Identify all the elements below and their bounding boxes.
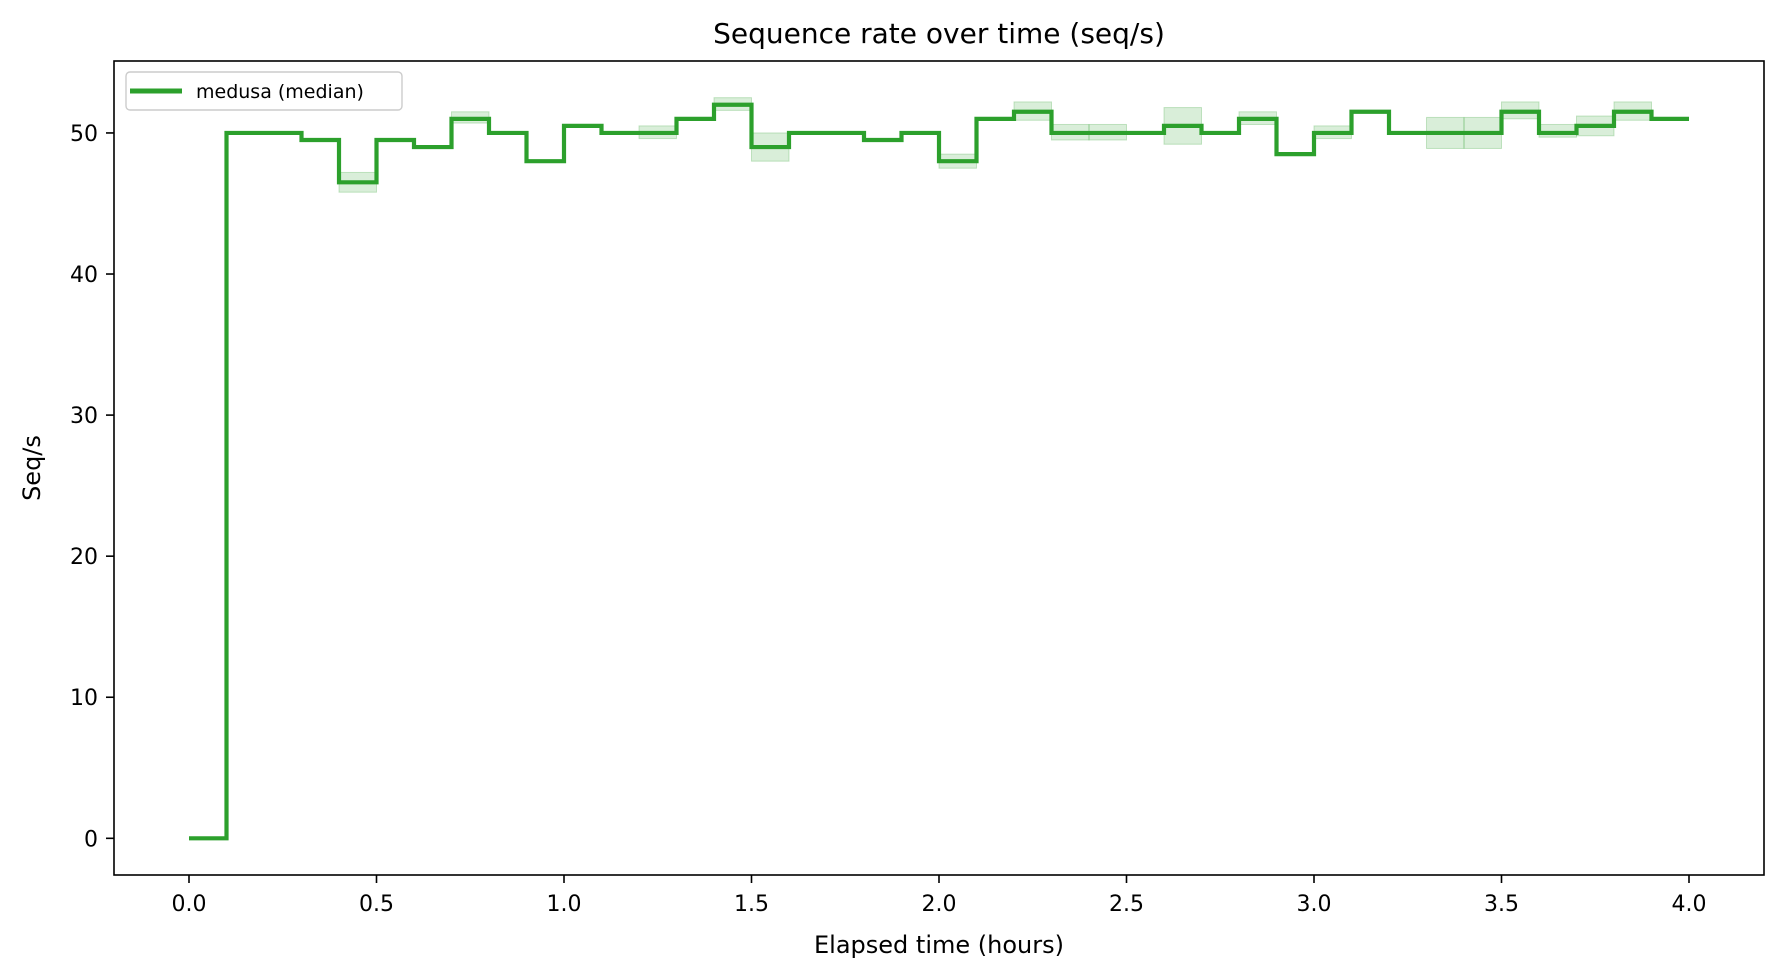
x-tick-label: 2.5 xyxy=(1109,892,1144,917)
x-tick-label: 2.0 xyxy=(922,892,957,917)
x-tick-label: 4.0 xyxy=(1672,892,1707,917)
y-tick-label: 30 xyxy=(70,404,98,429)
median-band-segment xyxy=(1538,123,1577,138)
y-tick-label: 10 xyxy=(70,686,98,711)
y-tick-label: 40 xyxy=(70,263,98,288)
series-line-medusa xyxy=(189,102,1689,841)
x-tick-label: 3.0 xyxy=(1297,892,1332,917)
x-tick-label: 0.5 xyxy=(359,892,394,917)
y-tick-label: 20 xyxy=(70,545,98,570)
x-tick-label: 3.5 xyxy=(1484,892,1519,917)
y-tick-label: 50 xyxy=(70,122,98,147)
median-band-layer xyxy=(338,97,1652,193)
x-tick-label: 1.5 xyxy=(734,892,769,917)
chart-title: Sequence rate over time (seq/s) xyxy=(713,17,1165,50)
x-axis-label: Elapsed time (hours) xyxy=(814,931,1064,959)
x-tick-label: 1.0 xyxy=(547,892,582,917)
x-tick-label: 0.0 xyxy=(172,892,207,917)
legend-box xyxy=(125,71,403,111)
legend-label-medusa: medusa (median) xyxy=(196,81,364,103)
y-axis-label: Seq/s xyxy=(18,435,46,501)
legend: medusa (median) xyxy=(125,71,403,111)
series-line-layer xyxy=(189,102,1689,841)
y-axis-ticks: 0 10 20 30 40 50 xyxy=(70,122,114,852)
y-tick-label: 0 xyxy=(84,827,98,852)
x-axis-ticks: 0.0 0.5 1.0 1.5 2.0 2.5 3.0 3.5 4.0 xyxy=(172,875,1707,917)
